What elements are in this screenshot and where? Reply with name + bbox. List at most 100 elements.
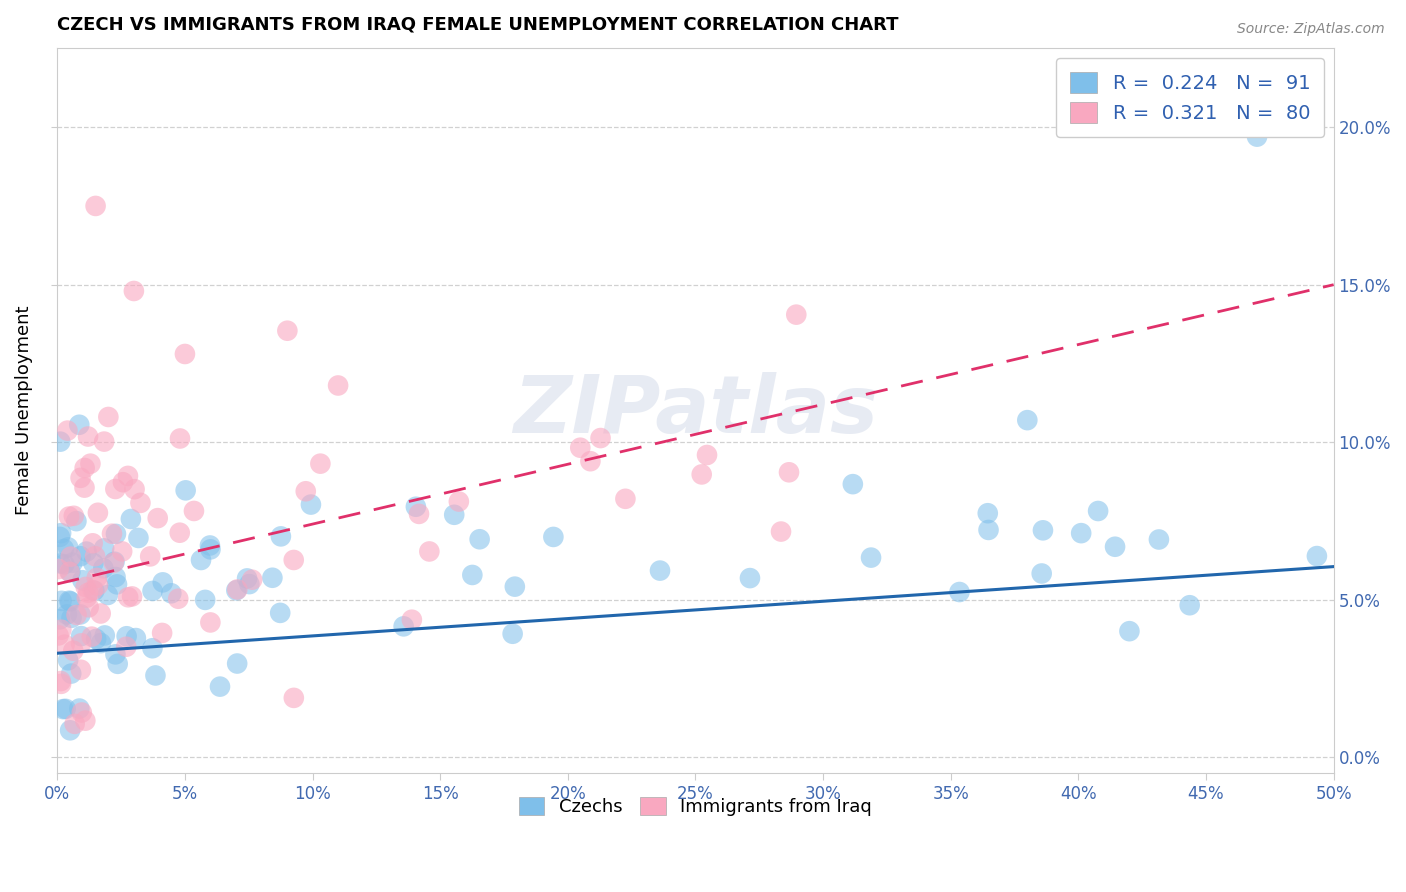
Point <box>86 571 108 585</box>
Point <box>696 448 718 462</box>
Y-axis label: Female Unemployment: Female Unemployment <box>15 306 32 516</box>
Point <box>49 612 72 626</box>
Point <box>167 591 190 606</box>
Point <box>236 571 259 585</box>
Point <box>87 506 110 520</box>
Point <box>1070 526 1092 541</box>
Point <box>58 509 80 524</box>
Point <box>225 583 247 598</box>
Point <box>52 702 75 716</box>
Point <box>1104 540 1126 554</box>
Point <box>1147 533 1170 547</box>
Point <box>1306 549 1329 563</box>
Point <box>69 607 91 622</box>
Point <box>49 677 72 691</box>
Point <box>107 657 129 671</box>
Point <box>49 557 72 571</box>
Point <box>63 717 86 731</box>
Point <box>65 514 87 528</box>
Point <box>79 457 101 471</box>
Point <box>49 674 72 689</box>
Point <box>1031 566 1053 581</box>
Point <box>97 588 120 602</box>
Point <box>194 593 217 607</box>
Point <box>117 591 139 605</box>
Point <box>169 525 191 540</box>
Point <box>90 607 112 621</box>
Point <box>103 556 125 570</box>
Point <box>82 536 104 550</box>
Point <box>392 619 415 633</box>
Point <box>48 628 70 642</box>
Point <box>75 714 97 728</box>
Point <box>174 347 197 361</box>
Point <box>127 531 149 545</box>
Point <box>1087 504 1109 518</box>
Point <box>401 613 423 627</box>
Text: CZECH VS IMMIGRANTS FROM IRAQ FEMALE UNEMPLOYMENT CORRELATION CHART: CZECH VS IMMIGRANTS FROM IRAQ FEMALE UNE… <box>58 15 898 33</box>
Legend: Czechs, Immigrants from Iraq: Czechs, Immigrants from Iraq <box>512 789 879 823</box>
Point <box>648 564 671 578</box>
Point <box>174 483 197 498</box>
Point <box>408 507 430 521</box>
Point <box>59 594 82 608</box>
Point <box>94 628 117 642</box>
Point <box>62 508 84 523</box>
Point <box>276 324 298 338</box>
Point <box>842 477 865 491</box>
Point <box>104 648 127 662</box>
Point <box>769 524 792 539</box>
Point <box>948 585 970 599</box>
Text: ZIPatlas: ZIPatlas <box>513 372 877 450</box>
Point <box>1246 129 1268 144</box>
Point <box>1017 413 1039 427</box>
Text: Source: ZipAtlas.com: Source: ZipAtlas.com <box>1237 22 1385 37</box>
Point <box>52 541 75 556</box>
Point <box>51 594 73 608</box>
Point <box>240 573 263 587</box>
Point <box>104 570 127 584</box>
Point <box>418 544 440 558</box>
Point <box>122 284 145 298</box>
Point <box>77 600 100 615</box>
Point <box>59 549 82 564</box>
Point <box>103 555 125 569</box>
Point <box>150 626 173 640</box>
Point <box>77 586 100 600</box>
Point <box>104 482 127 496</box>
Point <box>468 533 491 547</box>
Point <box>208 680 231 694</box>
Point <box>70 629 93 643</box>
Point <box>62 556 84 570</box>
Point <box>262 571 284 585</box>
Point <box>84 199 107 213</box>
Point <box>73 461 96 475</box>
Point <box>120 512 142 526</box>
Point <box>169 432 191 446</box>
Point <box>183 504 205 518</box>
Point <box>82 556 104 570</box>
Point <box>543 530 565 544</box>
Point <box>299 498 322 512</box>
Point <box>104 527 127 541</box>
Point <box>443 508 465 522</box>
Point <box>62 644 84 658</box>
Point <box>73 481 96 495</box>
Point <box>83 583 105 598</box>
Point <box>97 409 120 424</box>
Point <box>238 577 260 591</box>
Point <box>49 434 72 449</box>
Point <box>69 549 91 564</box>
Point <box>121 590 143 604</box>
Point <box>461 568 484 582</box>
Point <box>49 530 72 544</box>
Point <box>111 475 134 490</box>
Point <box>56 424 79 438</box>
Point <box>56 541 79 555</box>
Point <box>141 641 163 656</box>
Point <box>93 434 115 449</box>
Point <box>152 575 174 590</box>
Point <box>614 491 637 506</box>
Point <box>226 657 249 671</box>
Point <box>738 571 761 585</box>
